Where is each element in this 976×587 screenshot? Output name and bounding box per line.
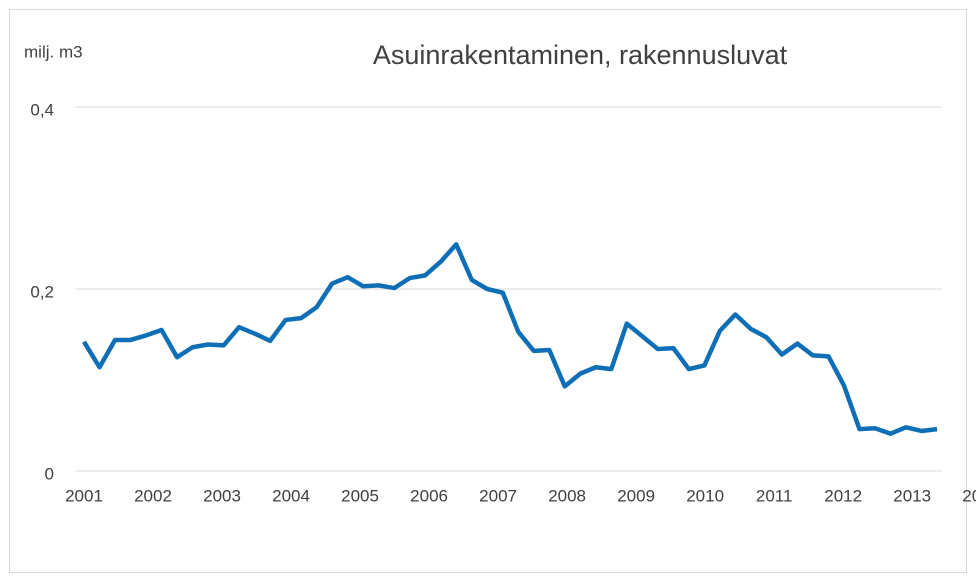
x-tick-label: 2002 — [134, 486, 172, 505]
x-tick-label: 2009 — [617, 486, 655, 505]
x-tick-label: 2014 — [962, 486, 976, 505]
x-tick-label: 2003 — [203, 486, 241, 505]
x-tick-label: 2007 — [479, 486, 517, 505]
x-tick-label: 2001 — [65, 486, 103, 505]
y-axis-label: milj. m3 — [24, 42, 83, 61]
y-tick-label: 0 — [45, 464, 54, 483]
x-tick-label: 2011 — [756, 486, 793, 505]
y-tick-label: 0,2 — [30, 282, 54, 301]
data-line — [82, 242, 938, 436]
y-tick-label: 0,4 — [30, 100, 54, 119]
x-tick-label: 2013 — [893, 486, 931, 505]
x-tick-label: 2012 — [824, 486, 862, 505]
chart-title: Asuinrakentaminen, rakennusluvat — [373, 40, 788, 70]
x-tick-label: 2004 — [272, 486, 310, 505]
x-tick-label: 2006 — [410, 486, 448, 505]
x-tick-label: 2008 — [548, 486, 586, 505]
x-tick-label: 2010 — [686, 486, 724, 505]
x-tick-label: 2005 — [341, 486, 379, 505]
